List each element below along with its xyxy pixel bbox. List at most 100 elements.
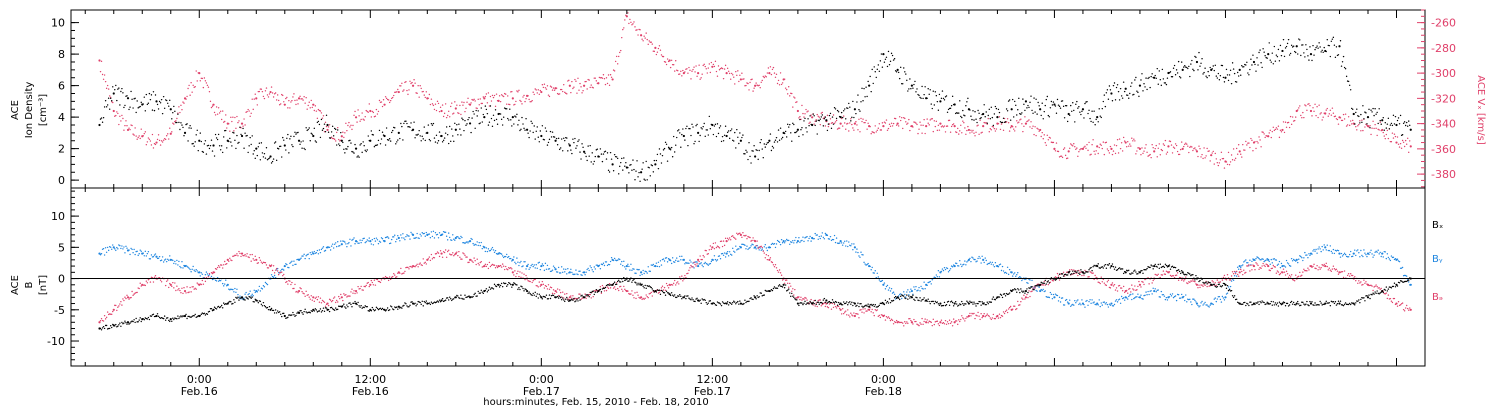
data-point-density [1332,36,1335,39]
data-point-By [196,270,198,272]
data-point-vx [1308,103,1310,105]
data-point-By [186,265,188,268]
data-point-Bz [485,265,488,268]
data-point-density [1051,104,1054,106]
data-point-By [818,235,820,238]
data-point-By [766,249,769,252]
data-point-By [1027,282,1029,284]
data-point-density [1013,116,1015,118]
data-point-vx [453,112,455,114]
data-point-density [1269,59,1271,61]
data-point-Bz [1021,297,1023,299]
data-point-density [449,125,451,128]
data-point-vx [1153,150,1156,153]
data-point-density [948,107,951,110]
data-point-density [874,71,876,73]
data-point-By [891,292,894,294]
data-point-density [128,108,130,111]
data-point-vx [728,72,731,75]
data-point-density [1159,79,1162,81]
data-point-density [946,111,949,114]
data-point-vx [1242,143,1244,146]
data-point-vx [436,100,439,103]
data-point-vx [894,117,897,120]
data-point-vx [1198,145,1200,147]
data-point-By [601,263,604,266]
data-point-By [1150,290,1152,292]
data-point-Bz [902,322,904,324]
data-point-Bz [511,268,513,270]
data-point-vx [1369,125,1371,127]
data-point-By [842,242,845,244]
data-point-vx [560,88,563,91]
data-point-Bz [407,266,409,269]
data-point-By [693,267,695,269]
data-point-Bz [1076,272,1078,275]
data-point-Bz [700,258,702,261]
data-point-Bz [531,281,533,284]
data-point-density [136,100,138,102]
data-point-vx [458,112,460,115]
data-point-By [318,249,321,251]
data-point-Bz [897,320,900,323]
data-point-vx [1134,140,1136,142]
data-point-density [1160,84,1163,87]
data-point-vx [350,124,352,127]
data-point-By [254,291,256,294]
data-point-By [930,283,932,285]
data-point-By [1316,252,1318,254]
data-point-vx [1399,142,1402,145]
data-point-By [1090,302,1092,305]
data-point-vx [319,110,322,112]
data-point-vx [660,54,663,56]
data-point-By [624,266,626,268]
data-point-vx [751,78,753,80]
data-point-Bz [558,289,561,291]
data-point-Bz [414,266,416,268]
data-point-Bz [1031,290,1033,292]
data-point-Bz [359,287,361,290]
data-point-density [171,118,173,120]
data-point-Bz [963,318,965,320]
data-point-vx [1074,146,1076,148]
data-point-density [1086,100,1088,103]
data-point-vx [836,128,839,130]
data-point-density [413,121,415,123]
data-point-By [710,260,713,263]
data-point-Bz [939,321,942,324]
data-point-density [554,139,557,142]
data-point-By [915,286,917,288]
data-point-vx [1117,152,1120,154]
data-point-density [1235,81,1238,83]
data-point-vx [589,86,591,89]
data-point-Bz [260,261,263,263]
data-point-density [1379,119,1381,122]
data-point-By [142,252,144,254]
data-point-density [1357,115,1359,117]
data-point-vx [1054,150,1057,152]
data-point-By [452,234,454,236]
data-point-By [1086,299,1088,302]
data-point-By [130,247,132,250]
data-point-vx [688,66,690,69]
data-point-vx [240,122,244,125]
data-point-vx [1306,109,1308,112]
data-point-vx [1106,148,1109,150]
data-point-vx [547,94,550,96]
data-point-density [236,134,238,137]
data-point-density [536,126,538,128]
data-point-vx [348,121,350,124]
data-point-By [124,252,126,254]
data-point-vx [1178,153,1181,156]
data-point-Bz [149,281,152,283]
data-point-By [1393,258,1396,261]
data-point-vx [697,72,700,75]
data-point-vx [841,125,844,127]
data-point-vx [576,92,578,94]
data-point-density [764,146,767,148]
data-point-vx [352,124,354,127]
data-point-density [841,116,844,119]
data-point-Bz [1175,274,1178,276]
data-point-vx [1256,140,1258,143]
data-point-density [1321,49,1323,52]
